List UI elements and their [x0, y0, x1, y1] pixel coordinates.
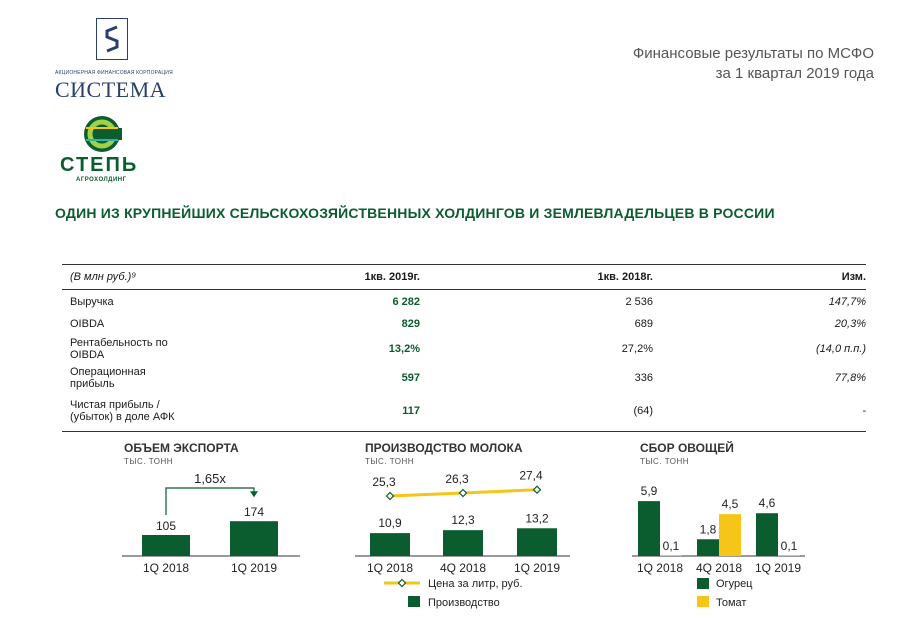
data-label: 0,1 — [781, 539, 798, 553]
cell-q1-2018: (64) — [420, 391, 653, 432]
company-subtitle: АКЦИОНЕРНАЯ ФИНАНСОВАЯ КОРПОРАЦИЯ — [55, 70, 173, 76]
column-header: 1кв. 2019г. — [270, 264, 420, 290]
tick-label: 4Q 2018 — [696, 561, 742, 575]
brand-name: СТЕПЬ — [60, 154, 139, 176]
price-marker — [532, 485, 542, 495]
table-row: Чистая прибыль / (убыток) в доле АФК 117… — [62, 391, 866, 432]
row-label: Чистая прибыль / (убыток) в доле АФК — [62, 391, 270, 432]
cell-change: - — [653, 391, 866, 432]
column-header: (В млн руб.)⁹ — [62, 264, 270, 290]
brand-subtitle: АГРОХОЛДИНГ — [76, 177, 127, 183]
legend-label: Томат — [716, 597, 746, 609]
cell-q1-2018: 689 — [634, 317, 653, 330]
table-row: Рентабельность по OIBDA 13,2% 27,2% (14,… — [62, 334, 866, 364]
milk-chart-title: ПРОИЗВОДСТВО МОЛОКА — [365, 441, 523, 455]
column-header: 1кв. 2018г. — [420, 264, 653, 290]
data-label: 174 — [244, 505, 264, 519]
price-marker — [385, 491, 395, 501]
tick-label: 1Q 2019 — [755, 561, 801, 575]
data-label: 105 — [156, 519, 176, 533]
tick-label: 4Q 2018 — [440, 561, 486, 575]
bar — [517, 528, 557, 556]
cell-change: (14,0 п.п.) — [815, 342, 866, 355]
bar — [443, 530, 483, 556]
data-label: 26,3 — [445, 472, 469, 486]
row-label: OIBDA — [70, 317, 105, 330]
row-label-text: Чистая прибыль / (убыток) в доле АФК — [70, 399, 175, 424]
veg-chart-title: СБОР ОВОЩЕЙ — [640, 441, 734, 455]
table-row: Операционная прибыль 597 336 77,8% — [62, 364, 866, 392]
cell-q1-2019: 597 — [401, 371, 420, 384]
data-label: 4,5 — [722, 497, 739, 511]
cell-q1-2018: 336 — [634, 371, 653, 384]
cell-q1-2019: 6 282 — [392, 295, 420, 308]
data-label: 27,4 — [519, 469, 543, 483]
row-label-text: Рентабельность по OIBDA — [70, 336, 168, 361]
legend-swatch — [408, 596, 420, 607]
table-header-row: (В млн руб.)⁹ 1кв. 2019г. 1кв. 2018г. Из… — [62, 264, 866, 290]
data-label: 4,6 — [759, 496, 776, 510]
bar — [230, 521, 278, 556]
data-label: 25,3 — [372, 475, 396, 489]
legend-label: Производство — [428, 597, 500, 609]
bar — [756, 513, 778, 556]
report-title: Финансовые результаты по МСФО за 1 кварт… — [633, 44, 874, 84]
export-chart-title: ОБЪЕМ ЭКСПОРТА — [124, 441, 239, 455]
step-logo-icon — [82, 114, 122, 159]
tick-label: 1Q 2018 — [367, 561, 413, 575]
cell-q1-2018: 2 536 — [625, 295, 653, 308]
data-label: 1,8 — [700, 522, 717, 536]
cell-q1-2018: 27,2% — [621, 342, 653, 355]
data-label: 5,9 — [641, 484, 658, 498]
bar — [370, 533, 410, 556]
cell-q1-2019: 829 — [401, 317, 420, 330]
veg-chart-unit: ТЫС. ТОНН — [640, 457, 689, 466]
tick-label: 1Q 2019 — [514, 561, 560, 575]
bar — [638, 501, 660, 556]
tick-label: 1Q 2019 — [231, 561, 277, 575]
row-label: Рентабельность по OIBDA — [62, 334, 270, 364]
legend-label: Огурец — [716, 578, 753, 590]
growth-arrow-line — [165, 487, 255, 515]
table-row: OIBDA 829 689 20,3% — [62, 314, 866, 334]
tick-label: 1Q 2018 — [143, 561, 189, 575]
report-title-line2: за 1 квартал 2019 года — [715, 65, 874, 82]
tick-label: 1Q 2018 — [637, 561, 683, 575]
cell-change: 77,8% — [834, 371, 866, 384]
report-title-line1: Финансовые результаты по МСФО — [632, 45, 874, 62]
legend-marker-icon — [397, 578, 407, 588]
bar — [697, 539, 719, 556]
price-marker — [458, 488, 468, 498]
legend-swatch — [697, 578, 709, 589]
bar — [660, 555, 682, 556]
export-chart-unit: ТЫС. ТОНН — [124, 457, 173, 466]
bar — [778, 555, 800, 556]
data-label: 13,2 — [525, 511, 549, 525]
cell-change: 20,3% — [834, 317, 866, 330]
column-header: Изм. — [653, 264, 866, 290]
data-label: 10,9 — [378, 516, 402, 530]
bar — [719, 514, 741, 556]
row-label: Выручка — [70, 295, 114, 308]
financial-table: (В млн руб.)⁹ 1кв. 2019г. 1кв. 2018г. Из… — [62, 264, 866, 432]
growth-arrow-head-icon — [250, 491, 258, 498]
row-label: Операционная прибыль — [62, 364, 270, 392]
growth-annotation: 1,65x — [194, 471, 226, 486]
cell-q1-2019: 13,2% — [388, 342, 420, 355]
data-label: 12,3 — [451, 513, 475, 527]
cell-change: 147,7% — [828, 295, 866, 308]
company-name: СИСТЕМА — [55, 77, 167, 102]
legend-swatch — [697, 596, 709, 607]
page-headline: ОДИН ИЗ КРУПНЕЙШИХ СЕЛЬСКОХОЗЯЙСТВЕННЫХ … — [55, 205, 775, 221]
bar — [142, 535, 190, 556]
milk-chart-unit: ТЫС. ТОНН — [365, 457, 414, 466]
legend-label: Цена за литр, руб. — [428, 578, 523, 590]
table-row: Выручка 6 282 2 536 147,7% — [62, 290, 866, 314]
data-label: 0,1 — [663, 539, 680, 553]
row-label-text: Операционная прибыль — [70, 365, 146, 390]
cell-q1-2019: 117 — [270, 391, 420, 432]
sistema-logo-icon — [96, 18, 128, 60]
